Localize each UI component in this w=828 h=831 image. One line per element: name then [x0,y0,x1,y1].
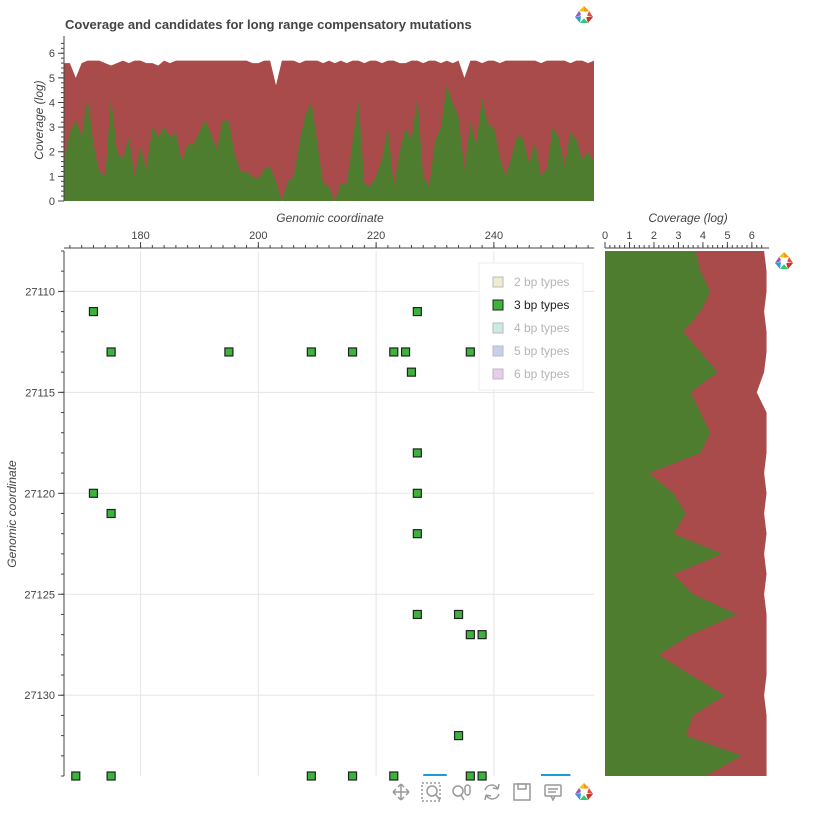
y-tick-label: 27125 [24,589,55,601]
legend-swatch [492,345,504,357]
right-x-tick-label: 6 [749,230,755,242]
right-x-axis-label: Coverage (log) [648,211,727,225]
scatter-point[interactable] [347,771,358,781]
legend-label: 3 bp types [514,298,569,312]
legend-item[interactable]: 4 bp types [492,321,569,335]
x-tick-label: 220 [367,230,385,242]
toolbar [392,782,562,802]
top-area-series-1 [64,85,594,201]
legend-label: 4 bp types [514,321,569,335]
right-coverage-panel[interactable]: Coverage (log) 0 1 2 3 4 5 6 [602,211,769,776]
y-tick-label: 27120 [24,488,55,500]
bokeh-logo-top[interactable] [575,6,593,24]
scatter-point[interactable] [465,771,475,781]
legend-swatch [492,322,504,334]
x-tick-label: 200 [249,230,267,242]
scatter-point[interactable] [88,488,99,498]
right-x-axis: 0 1 2 3 4 5 6 [602,230,769,249]
top-y-axis-label: Coverage (log) [32,80,46,159]
scatter-point[interactable] [412,488,422,498]
right-x-tick-label: 1 [626,230,632,242]
legend-item[interactable]: 3 bp types [492,298,569,312]
right-x-tick-label: 0 [602,230,608,242]
reset-icon[interactable] [484,783,500,801]
scatter-x-axis: 180 200 220 240 [64,230,594,249]
scatter-y-axis: 27110 27115 27120 27125 27130 [24,250,65,777]
scatter-point[interactable] [347,347,358,357]
bokeh-logo[interactable] [575,783,593,800]
scatter-point[interactable] [306,771,316,781]
right-x-tick-label: 3 [675,230,681,242]
scatter-points [71,306,487,781]
scatter-point[interactable] [465,630,475,640]
scatter-point[interactable] [224,347,234,357]
top-y-tick-label: 3 [49,122,55,134]
scatter-point[interactable] [412,609,422,620]
y-tick-label: 27130 [24,690,55,702]
scatter-point[interactable] [106,508,116,519]
scatter-point[interactable] [400,347,411,357]
scatter-point[interactable] [453,731,464,741]
top-y-tick-label: 0 [49,196,55,208]
legend-label: 2 bp types [514,275,569,289]
scatter-point[interactable] [306,347,316,357]
scatter-point[interactable] [88,306,99,317]
x-tick-label: 240 [485,230,503,242]
scatter-point[interactable] [453,609,464,620]
scatter-point[interactable] [389,771,399,781]
top-y-axis: 0 1 2 3 4 5 6 [49,36,65,208]
top-y-tick-label: 5 [49,73,55,85]
scatter-panel[interactable]: 180 200 220 240 27110 27115 27120 27125 27130 G… [5,230,594,781]
top-y-tick-label: 2 [49,147,55,159]
legend-item[interactable]: 5 bp types [492,344,569,358]
right-x-tick-label: 2 [651,230,657,242]
top-y-tick-label: 4 [49,97,55,109]
hover-icon[interactable] [544,784,562,802]
pan-icon[interactable] [392,783,410,801]
scatter-point[interactable] [412,306,422,317]
bokeh-logo-right[interactable] [775,252,793,269]
scatter-point[interactable] [389,347,399,357]
legend[interactable]: 2 bp types 3 bp types 4 bp types 5 bp types… [478,262,584,391]
scatter-point[interactable] [465,347,475,357]
top-y-tick-label: 1 [49,171,55,183]
legend-label: 5 bp types [514,344,569,358]
box-zoom-icon[interactable] [421,782,441,802]
legend-swatch [492,276,504,288]
save-icon[interactable] [513,783,531,801]
y-tick-label: 27115 [25,387,55,399]
chart-title: Coverage and candidates for long range c… [65,17,472,32]
legend-label: 6 bp types [514,367,569,381]
top-coverage-panel[interactable]: Coverage and candidates for long range c… [32,17,594,225]
scatter-point[interactable] [71,771,81,781]
top-y-tick-label: 6 [49,48,55,60]
scatter-point[interactable] [412,448,422,458]
scatter-point[interactable] [477,630,487,640]
scatter-point[interactable] [477,771,487,781]
top-x-axis-label: Genomic coordinate [276,211,384,225]
legend-swatch [492,299,504,311]
right-x-tick-label: 5 [724,230,730,242]
legend-item[interactable]: 2 bp types [492,275,569,289]
scatter-y-axis-label: Genomic coordinate [5,460,19,568]
legend-swatch [492,368,504,380]
right-area-series-1 [605,251,743,776]
scatter-point[interactable] [412,529,422,539]
scatter-point[interactable] [106,771,116,781]
wheel-zoom-icon[interactable] [452,784,471,801]
scatter-point[interactable] [106,347,116,357]
right-x-tick-label: 4 [700,230,706,242]
scatter-point[interactable] [406,367,417,377]
y-tick-label: 27110 [25,286,55,298]
x-tick-label: 180 [131,230,149,242]
legend-item[interactable]: 6 bp types [492,367,569,381]
